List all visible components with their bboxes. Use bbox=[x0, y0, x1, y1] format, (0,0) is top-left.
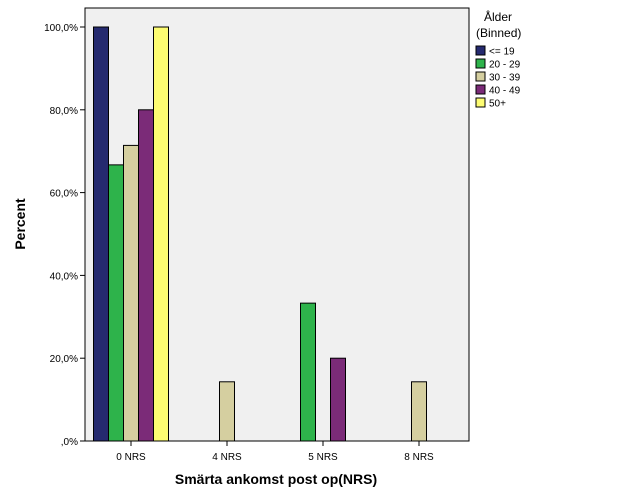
y-tick-label: ,0% bbox=[61, 437, 78, 448]
y-tick-label: 40,0% bbox=[50, 271, 78, 282]
legend-swatch bbox=[475, 84, 486, 95]
y-axis: ,0% 20,0% 40,0% 60,0% 80,0% 100,0% bbox=[44, 23, 85, 448]
bar bbox=[219, 381, 235, 442]
bar bbox=[123, 144, 139, 442]
legend-swatch bbox=[475, 71, 486, 82]
legend-swatch bbox=[475, 58, 486, 69]
legend-label: 50+ bbox=[489, 99, 506, 110]
bar bbox=[93, 26, 109, 442]
legend-swatch bbox=[475, 45, 486, 56]
legend-title-line-2: (Binned) bbox=[476, 26, 521, 40]
bar bbox=[108, 164, 124, 442]
legend-swatch bbox=[475, 97, 486, 108]
legend-label: <= 19 bbox=[489, 47, 515, 58]
x-tick-label: 0 NRS bbox=[116, 452, 146, 463]
bar bbox=[153, 26, 169, 442]
y-tick-label: 20,0% bbox=[50, 354, 78, 365]
y-tick-label: 80,0% bbox=[50, 106, 78, 117]
legend-label: 30 - 39 bbox=[489, 73, 521, 84]
y-tick-label: 60,0% bbox=[50, 189, 78, 200]
bar bbox=[411, 381, 427, 442]
legend-label: 20 - 29 bbox=[489, 60, 521, 71]
bar bbox=[138, 109, 154, 442]
bars bbox=[93, 26, 427, 442]
bar bbox=[330, 357, 346, 442]
x-axis: 0 NRS 4 NRS 5 NRS 8 NRS bbox=[116, 441, 434, 463]
y-tick-label: 100,0% bbox=[44, 23, 78, 34]
bar bbox=[300, 302, 316, 442]
y-axis-title: Percent bbox=[12, 198, 28, 250]
x-tick-label: 5 NRS bbox=[308, 452, 338, 463]
x-tick-label: 4 NRS bbox=[212, 452, 242, 463]
x-axis-title: Smärta ankomst post op(NRS) bbox=[175, 471, 377, 487]
legend: Ålder (Binned) <= 19 20 - 29 30 - 39 40 - 4… bbox=[475, 9, 521, 110]
x-tick-label: 8 NRS bbox=[404, 452, 434, 463]
legend-title-line-1: Ålder bbox=[484, 9, 512, 24]
legend-label: 40 - 49 bbox=[489, 86, 521, 97]
